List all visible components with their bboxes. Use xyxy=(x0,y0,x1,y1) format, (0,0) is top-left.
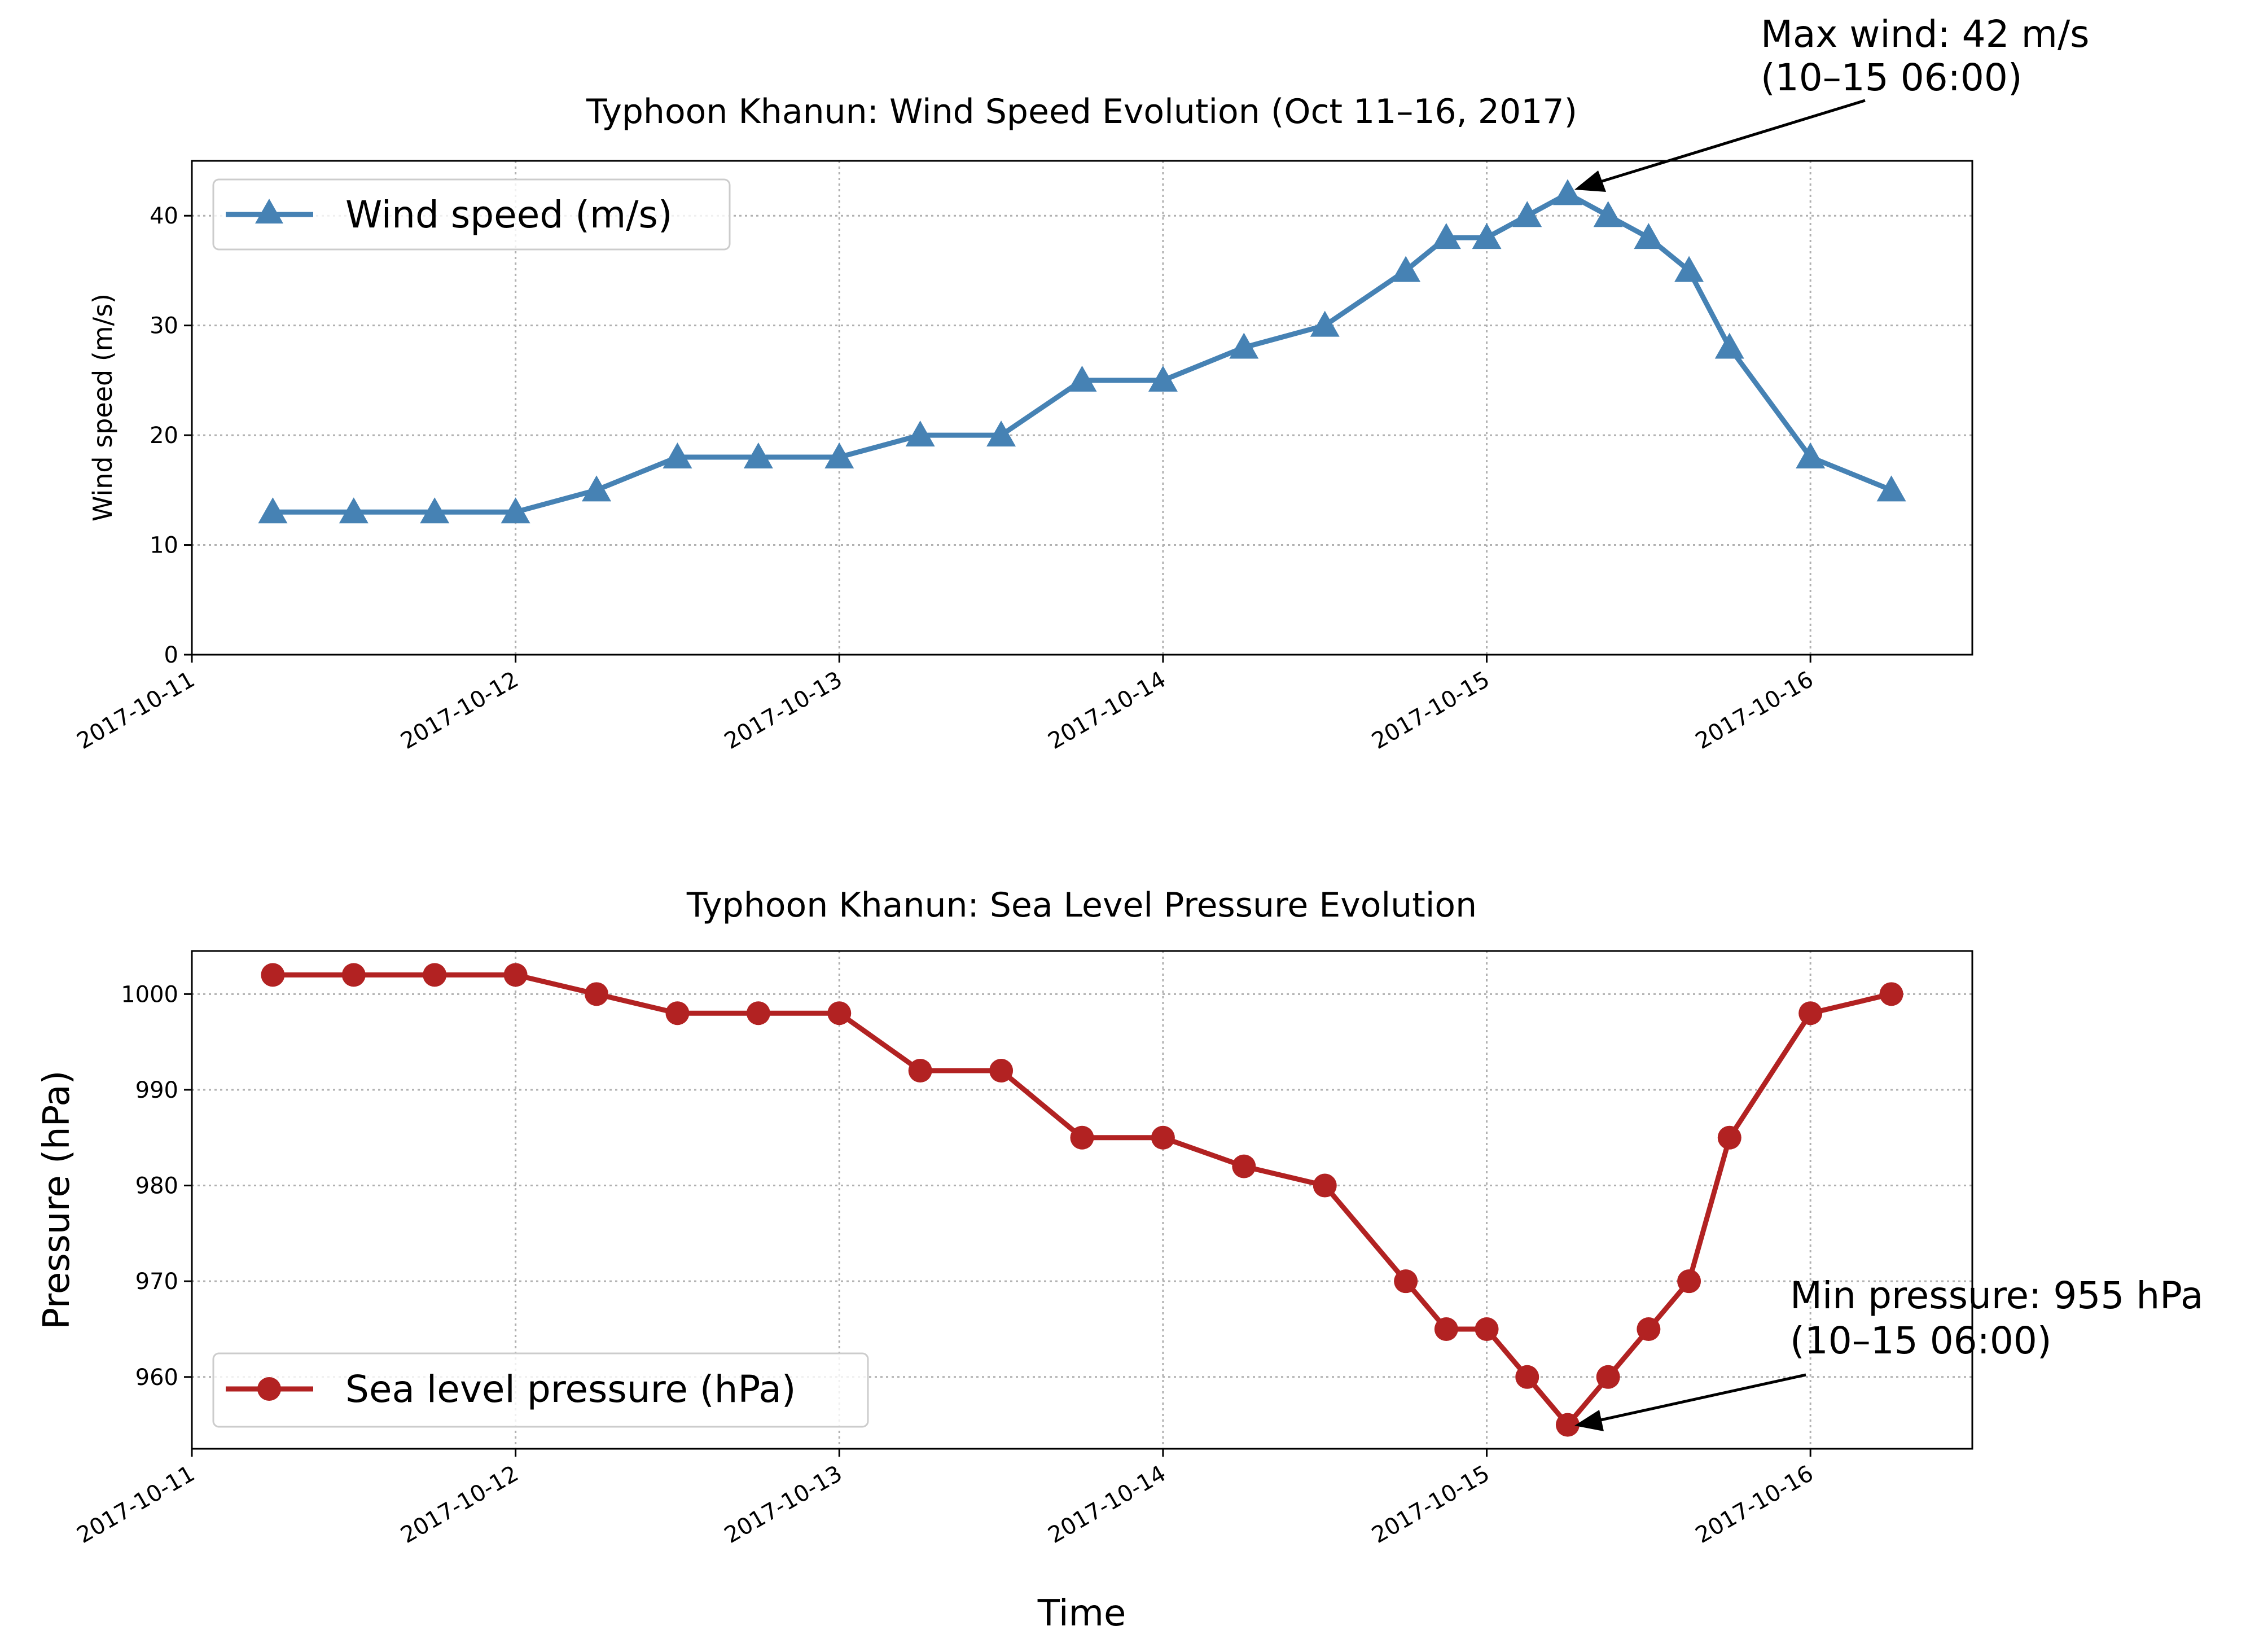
pressure-y-tick-label: 960 xyxy=(135,1365,178,1391)
pressure-y-axis-label: Pressure (hPa) xyxy=(36,1070,78,1329)
wind-data-point xyxy=(258,497,288,524)
wind-data-point xyxy=(1472,223,1502,249)
wind-y-axis-label: Wind speed (m/s) xyxy=(87,293,118,521)
wind-data-point xyxy=(1876,475,1906,502)
pressure-data-point xyxy=(1313,1173,1337,1198)
wind-data-point xyxy=(339,497,369,524)
pressure-data-point xyxy=(1677,1269,1701,1294)
pressure-legend-marker xyxy=(257,1377,281,1401)
pressure-data-point xyxy=(989,1059,1014,1083)
pressure-data-point xyxy=(1555,1413,1580,1437)
wind-data-point xyxy=(743,442,773,468)
pressure-annotation-arrowhead xyxy=(1574,1410,1604,1431)
wind-series xyxy=(258,179,1906,524)
pressure-annotation-line1: Min pressure: 955 hPa xyxy=(1790,1274,2203,1317)
wind-data-point xyxy=(1229,332,1259,359)
pressure-data-point xyxy=(746,1001,770,1025)
wind-data-point xyxy=(663,442,692,468)
wind-legend-label: Wind speed (m/s) xyxy=(345,193,673,236)
pressure-y-tick-label: 980 xyxy=(135,1173,178,1199)
wind-data-point xyxy=(1593,201,1623,227)
wind-data-point xyxy=(1067,365,1097,392)
wind-data-point xyxy=(1714,332,1744,359)
wind-chart-title: Typhoon Khanun: Wind Speed Evolution (Oc… xyxy=(586,92,1577,132)
pressure-data-point xyxy=(1434,1317,1458,1341)
pressure-legend: Sea level pressure (hPa) xyxy=(212,1352,869,1428)
wind-data-point xyxy=(986,420,1016,447)
wind-data-point xyxy=(420,497,450,524)
wind-data-point xyxy=(1391,256,1421,282)
wind-data-point xyxy=(501,497,530,524)
wind-legend-marker xyxy=(255,199,283,223)
wind-data-point xyxy=(1310,310,1340,337)
pressure-data-point xyxy=(1798,1001,1823,1025)
wind-data-point xyxy=(824,442,854,468)
pressure-chart-title: Typhoon Khanun: Sea Level Pressure Evolu… xyxy=(686,886,1477,925)
wind-y-tick-label: 40 xyxy=(150,203,178,229)
wind-data-point xyxy=(582,475,612,502)
pressure-data-point xyxy=(665,1001,690,1025)
pressure-data-point xyxy=(1070,1125,1094,1150)
pressure-annotation: Min pressure: 955 hPa (10–15 06:00) xyxy=(1574,1274,2203,1431)
pressure-data-point xyxy=(1151,1125,1175,1150)
wind-data-point xyxy=(1674,256,1704,282)
wind-data-point xyxy=(1148,365,1178,392)
wind-data-point xyxy=(905,420,935,447)
pressure-legend-box xyxy=(212,1352,869,1428)
pressure-data-point xyxy=(1475,1317,1499,1341)
pressure-y-ticks: 960 970 980 990 1000 xyxy=(121,981,192,1391)
wind-data-point xyxy=(1552,179,1582,205)
wind-y-tick-label: 0 xyxy=(164,642,178,668)
wind-annotation-line2: (10–15 06:00) xyxy=(1761,56,2023,99)
wind-data-point xyxy=(1512,201,1542,227)
pressure-data-point xyxy=(261,963,285,987)
pressure-data-point xyxy=(1596,1365,1620,1389)
pressure-data-point xyxy=(585,982,609,1006)
wind-legend: Wind speed (m/s) xyxy=(212,178,731,251)
pressure-series xyxy=(261,963,1903,1437)
pressure-annotation-line2: (10–15 06:00) xyxy=(1790,1319,2052,1362)
wind-data-point xyxy=(1634,223,1664,249)
pressure-data-point xyxy=(341,963,366,987)
pressure-data-point xyxy=(1515,1365,1539,1389)
pressure-data-point xyxy=(1394,1269,1418,1294)
wind-plot-frame xyxy=(191,160,1973,656)
pressure-data-point xyxy=(423,963,447,987)
wind-y-tick-label: 20 xyxy=(150,423,178,449)
wind-data-point xyxy=(1796,442,1826,468)
pressure-plot-frame xyxy=(191,950,1973,1450)
wind-annotation-arrow xyxy=(1580,99,1866,190)
pressure-data-point xyxy=(908,1059,932,1083)
wind-y-tick-label: 30 xyxy=(150,313,178,339)
pressure-x-axis-label: Time xyxy=(1037,1593,1126,1634)
wind-annotation-arrowhead xyxy=(1574,170,1606,192)
wind-legend-box xyxy=(212,178,731,251)
pressure-data-point xyxy=(827,1001,852,1025)
pressure-data-point xyxy=(1717,1125,1741,1150)
pressure-data-point xyxy=(503,963,528,987)
pressure-y-tick-label: 970 xyxy=(135,1269,178,1295)
wind-annotation: Max wind: 42 m/s (10–15 06:00) xyxy=(1574,12,2090,192)
pressure-y-tick-label: 1000 xyxy=(121,981,178,1007)
wind-data-point xyxy=(1431,223,1461,249)
pressure-data-point xyxy=(1232,1154,1256,1178)
pressure-data-point xyxy=(1637,1317,1661,1341)
pressure-legend-label: Sea level pressure (hPa) xyxy=(345,1368,796,1411)
pressure-annotation-arrow xyxy=(1580,1373,1806,1426)
pressure-data-point xyxy=(1879,982,1903,1006)
wind-y-tick-label: 10 xyxy=(150,533,178,559)
wind-y-ticks: 0 10 20 30 40 xyxy=(150,203,192,668)
pressure-y-tick-label: 990 xyxy=(135,1077,178,1103)
wind-annotation-line1: Max wind: 42 m/s xyxy=(1761,12,2090,56)
